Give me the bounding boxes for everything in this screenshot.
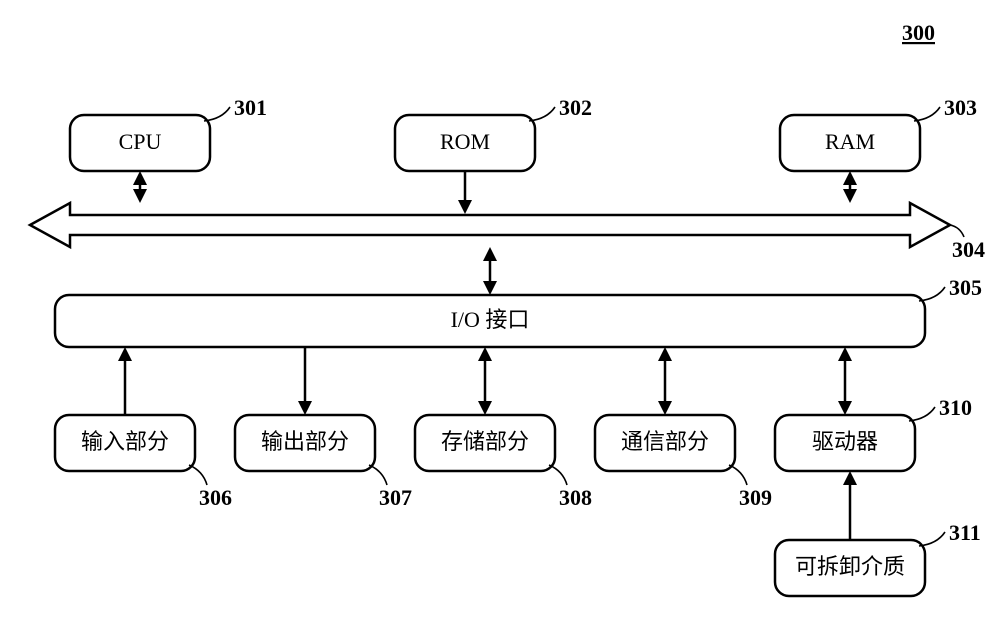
arrow-head [658,401,672,415]
ref-io: 305 [949,275,982,300]
leader-line [369,465,387,485]
node-label-driver: 驱动器 [812,429,878,454]
arrow-head [133,189,147,203]
arrow-head [843,189,857,203]
ref-input: 306 [199,485,232,510]
ref-storage: 308 [559,485,592,510]
leader-line [919,287,945,301]
arrow-head [843,171,857,185]
system-bus [30,203,950,247]
ref-removable: 311 [949,520,981,545]
ref-output: 307 [379,485,412,510]
node-label-rom: ROM [440,129,490,154]
leader-line [729,465,747,485]
architecture-diagram: 300 304 CPU 301 ROM 302 RAM 303 I/O 接口 305 输入部分 306… [0,0,1000,635]
figure-ref: 300 [902,20,935,45]
node-label-output: 输出部分 [261,429,349,454]
arrow-head [458,200,472,214]
node-label-cpu: CPU [119,129,162,154]
node-label-input: 输入部分 [81,429,169,454]
leader-line [950,225,964,237]
arrow-head [483,281,497,295]
ref-cpu: 301 [234,95,267,120]
ref-rom: 302 [559,95,592,120]
arrow-head [298,401,312,415]
node-label-comm: 通信部分 [621,429,709,454]
arrow-head [478,401,492,415]
node-label-ram: RAM [825,129,875,154]
arrow-head [838,401,852,415]
node-label-removable: 可拆卸介质 [795,554,905,579]
arrow-head [838,347,852,361]
leader-line [189,465,207,485]
arrow-head [133,171,147,185]
leader-line [529,107,555,121]
ref-ram: 303 [944,95,977,120]
arrow-head [658,347,672,361]
arrow-head [118,347,132,361]
leader-line [914,107,940,121]
leader-line [549,465,567,485]
arrow-head [478,347,492,361]
node-label-io: I/O 接口 [451,307,530,332]
leader-line [204,107,230,121]
node-label-storage: 存储部分 [441,429,529,454]
bus-ref: 304 [952,237,985,262]
arrow-head [483,247,497,261]
ref-driver: 310 [939,395,972,420]
ref-comm: 309 [739,485,772,510]
arrow-head [843,471,857,485]
leader-line [919,532,945,546]
leader-line [909,407,935,421]
